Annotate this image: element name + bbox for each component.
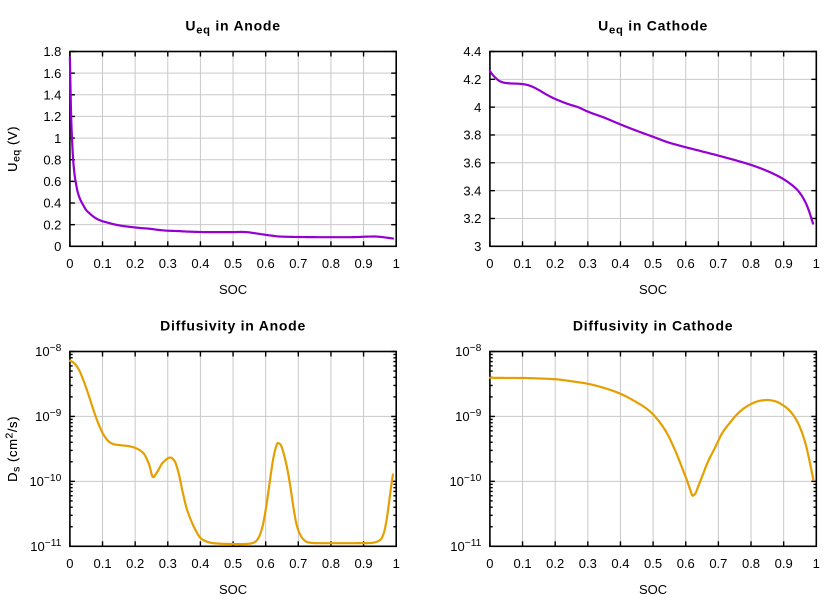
svg-text:0: 0 xyxy=(486,256,493,271)
svg-text:1: 1 xyxy=(813,256,820,271)
svg-text:0.8: 0.8 xyxy=(742,556,760,571)
svg-text:Ueq (V): Ueq (V) xyxy=(5,126,23,172)
svg-text:0.5: 0.5 xyxy=(644,256,662,271)
svg-text:0.6: 0.6 xyxy=(257,256,275,271)
svg-text:0.7: 0.7 xyxy=(709,256,727,271)
svg-text:0.3: 0.3 xyxy=(159,256,177,271)
svg-text:0.1: 0.1 xyxy=(93,256,111,271)
svg-text:0.6: 0.6 xyxy=(257,556,275,571)
svg-text:Diffusivity in Cathode: Diffusivity in Cathode xyxy=(573,318,733,334)
svg-text:3.6: 3.6 xyxy=(463,156,481,171)
svg-text:1.8: 1.8 xyxy=(43,44,61,59)
svg-text:3.8: 3.8 xyxy=(463,128,481,143)
svg-text:SOC: SOC xyxy=(639,282,667,297)
svg-text:0: 0 xyxy=(54,239,61,254)
svg-text:SOC: SOC xyxy=(219,282,247,297)
svg-text:0.7: 0.7 xyxy=(709,556,727,571)
svg-text:0.3: 0.3 xyxy=(579,256,597,271)
svg-text:0.2: 0.2 xyxy=(546,256,564,271)
svg-text:1: 1 xyxy=(54,131,61,146)
svg-text:Ds (cm2/s): Ds (cm2/s) xyxy=(5,416,23,482)
svg-text:0.4: 0.4 xyxy=(611,556,629,571)
svg-text:4.4: 4.4 xyxy=(463,44,481,59)
svg-text:0.2: 0.2 xyxy=(43,217,61,232)
svg-text:0.2: 0.2 xyxy=(546,556,564,571)
svg-text:3: 3 xyxy=(474,239,481,254)
svg-text:0.4: 0.4 xyxy=(191,256,209,271)
svg-text:1: 1 xyxy=(393,556,400,571)
svg-text:4.2: 4.2 xyxy=(463,72,481,87)
svg-text:0.4: 0.4 xyxy=(191,556,209,571)
svg-text:SOC: SOC xyxy=(639,582,667,597)
svg-text:0.8: 0.8 xyxy=(322,556,340,571)
svg-text:0.4: 0.4 xyxy=(611,256,629,271)
svg-text:1: 1 xyxy=(393,256,400,271)
svg-text:0: 0 xyxy=(66,256,73,271)
svg-text:0.3: 0.3 xyxy=(579,556,597,571)
svg-text:1.4: 1.4 xyxy=(43,87,61,102)
svg-text:0.2: 0.2 xyxy=(126,556,144,571)
svg-text:SOC: SOC xyxy=(219,582,247,597)
svg-text:0.7: 0.7 xyxy=(289,256,307,271)
svg-text:0.5: 0.5 xyxy=(224,556,242,571)
svg-text:0.3: 0.3 xyxy=(159,556,177,571)
svg-text:0.1: 0.1 xyxy=(514,556,532,571)
svg-text:0: 0 xyxy=(66,556,73,571)
svg-text:0.1: 0.1 xyxy=(514,256,532,271)
svg-text:4: 4 xyxy=(474,100,481,115)
svg-text:3.2: 3.2 xyxy=(463,211,481,226)
svg-text:0.2: 0.2 xyxy=(126,256,144,271)
svg-text:0.5: 0.5 xyxy=(644,556,662,571)
svg-text:1.2: 1.2 xyxy=(43,109,61,124)
svg-text:0.8: 0.8 xyxy=(322,256,340,271)
svg-text:0.6: 0.6 xyxy=(677,256,695,271)
svg-text:0.7: 0.7 xyxy=(289,556,307,571)
svg-text:3.4: 3.4 xyxy=(463,183,481,198)
svg-text:0: 0 xyxy=(486,556,493,571)
svg-text:0.5: 0.5 xyxy=(224,256,242,271)
svg-text:0.9: 0.9 xyxy=(775,256,793,271)
svg-text:0.6: 0.6 xyxy=(677,556,695,571)
svg-text:0.8: 0.8 xyxy=(742,256,760,271)
svg-text:0.9: 0.9 xyxy=(775,556,793,571)
svg-text:Diffusivity in Anode: Diffusivity in Anode xyxy=(160,318,306,334)
svg-text:0.4: 0.4 xyxy=(43,196,61,211)
svg-text:Ds (cm2/s): Ds (cm2/s) xyxy=(5,416,23,482)
svg-text:0.8: 0.8 xyxy=(43,152,61,167)
svg-text:0.6: 0.6 xyxy=(43,174,61,189)
svg-text:1: 1 xyxy=(813,556,820,571)
svg-text:Ueq in Cathode: Ueq in Cathode xyxy=(598,18,708,37)
svg-text:0.9: 0.9 xyxy=(355,556,373,571)
svg-text:0.9: 0.9 xyxy=(355,256,373,271)
svg-text:0.1: 0.1 xyxy=(93,556,111,571)
svg-text:1.6: 1.6 xyxy=(43,66,61,81)
